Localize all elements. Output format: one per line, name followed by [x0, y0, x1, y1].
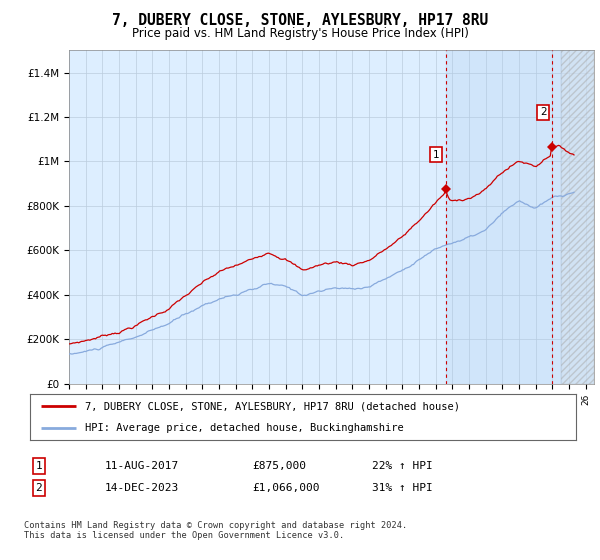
Text: HPI: Average price, detached house, Buckinghamshire: HPI: Average price, detached house, Buck…: [85, 423, 403, 433]
Text: £1,066,000: £1,066,000: [252, 483, 320, 493]
Text: 7, DUBERY CLOSE, STONE, AYLESBURY, HP17 8RU: 7, DUBERY CLOSE, STONE, AYLESBURY, HP17 …: [112, 13, 488, 28]
Text: 2: 2: [540, 108, 547, 118]
Text: £875,000: £875,000: [252, 461, 306, 471]
Bar: [560, 50, 594, 384]
Text: 31% ↑ HPI: 31% ↑ HPI: [372, 483, 433, 493]
Text: 1: 1: [35, 461, 43, 471]
Text: Contains HM Land Registry data © Crown copyright and database right 2024.
This d: Contains HM Land Registry data © Crown c…: [24, 521, 407, 540]
Text: 1: 1: [433, 150, 439, 160]
Bar: [560, 50, 594, 384]
Text: 14-DEC-2023: 14-DEC-2023: [105, 483, 179, 493]
Text: 22% ↑ HPI: 22% ↑ HPI: [372, 461, 433, 471]
Bar: [446, 50, 560, 384]
Text: Price paid vs. HM Land Registry's House Price Index (HPI): Price paid vs. HM Land Registry's House …: [131, 27, 469, 40]
Text: 2: 2: [35, 483, 43, 493]
Text: 11-AUG-2017: 11-AUG-2017: [105, 461, 179, 471]
Text: 7, DUBERY CLOSE, STONE, AYLESBURY, HP17 8RU (detached house): 7, DUBERY CLOSE, STONE, AYLESBURY, HP17 …: [85, 401, 460, 411]
